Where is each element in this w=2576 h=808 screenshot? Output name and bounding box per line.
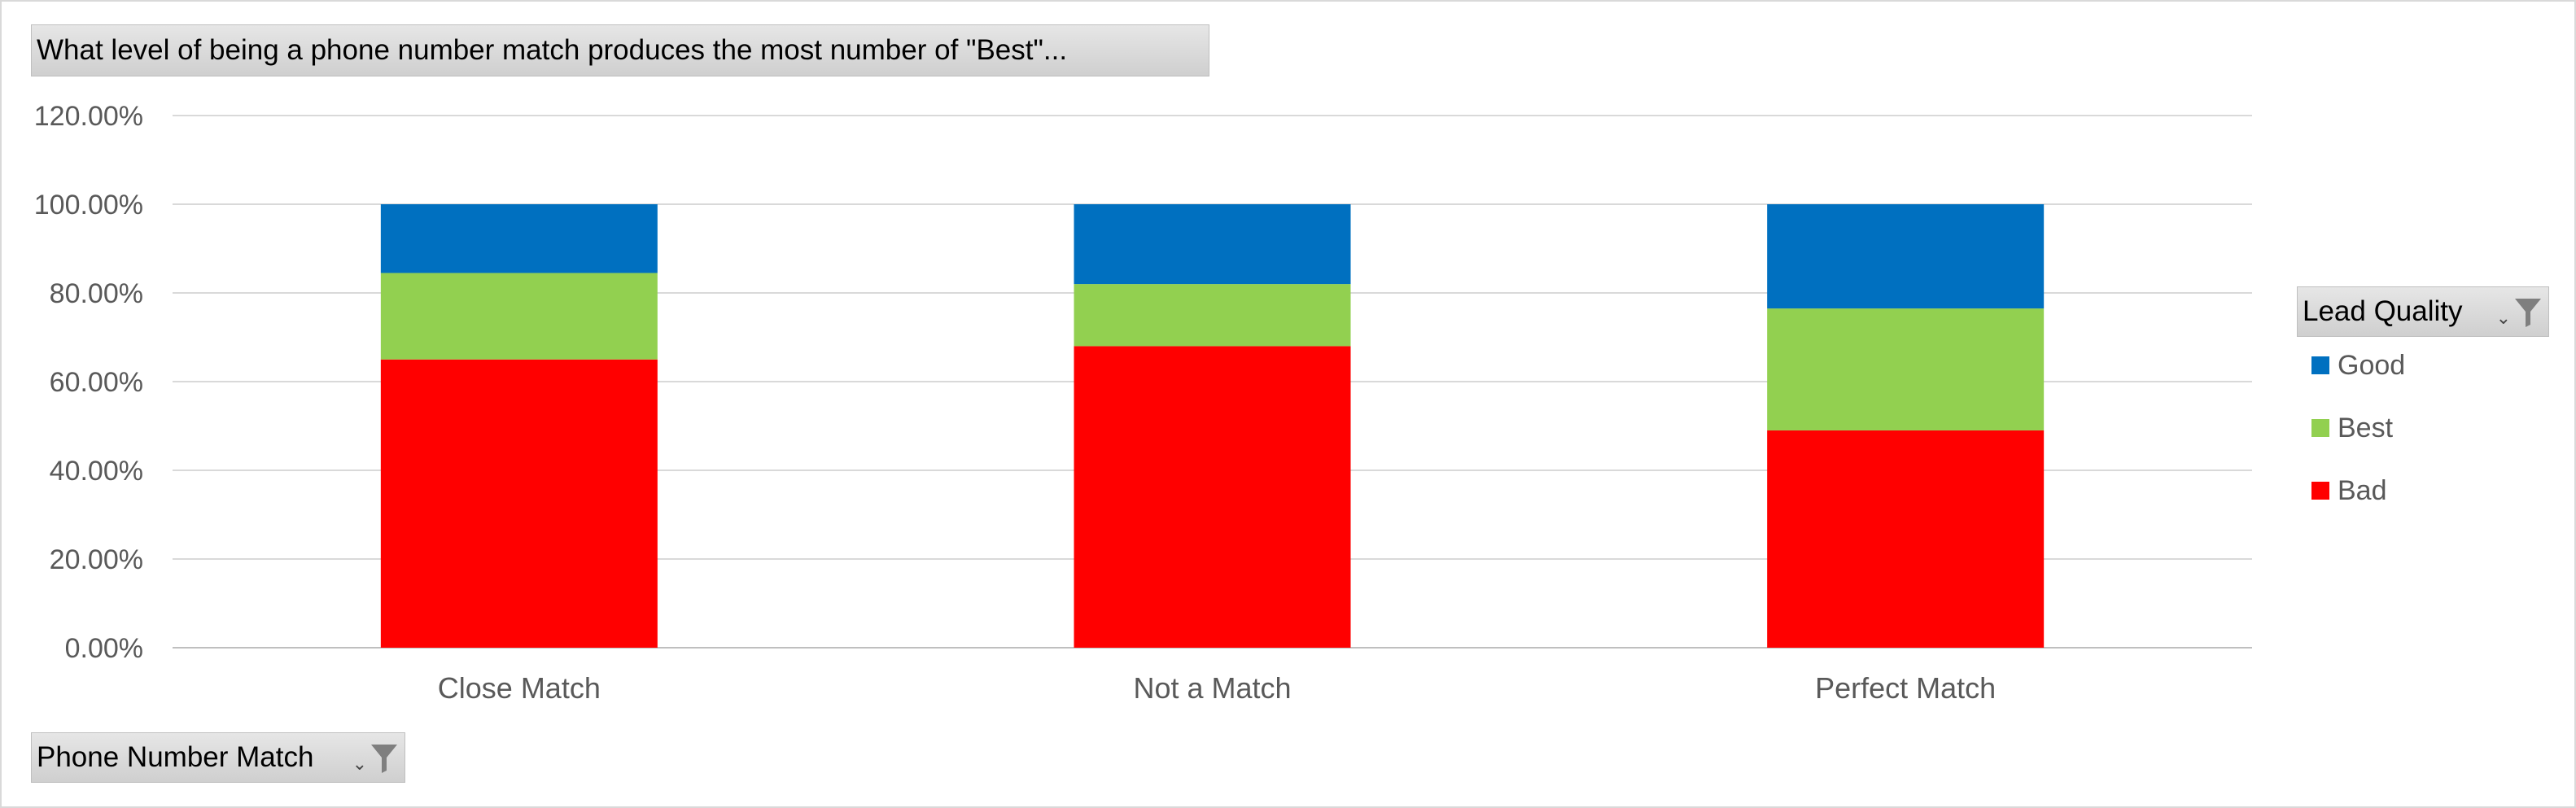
bar-segment-best-close-match[interactable] (380, 273, 658, 360)
legend-item-good[interactable]: Good (2311, 350, 2405, 381)
legend-item-best[interactable]: Best (2311, 413, 2405, 443)
y-tick-label: 60.00% (50, 367, 143, 398)
x-axis-categories: Close Match Not a Match Perfect Match (438, 671, 1996, 705)
chart-title-text: What level of being a phone number match… (37, 34, 1068, 66)
bar-segment-good-close-match[interactable] (380, 204, 658, 273)
y-tick-label: 120.00% (34, 101, 143, 132)
dropdown-caret-icon: ⌄ (352, 753, 367, 774)
y-axis-ticks: 0.00% 20.00% 40.00% 60.00% 80.00% 100.00% 120.… (34, 101, 143, 664)
legend-swatch (2311, 482, 2329, 500)
y-tick-label: 20.00% (50, 544, 143, 575)
legend-swatch (2311, 356, 2329, 374)
filter-funnel-icon (371, 745, 397, 773)
y-tick-label: 80.00% (50, 278, 143, 309)
axis-field-button[interactable]: Phone Number Match ⌄ (31, 732, 405, 783)
bar-segment-good-perfect-match[interactable] (1767, 204, 2045, 309)
legend-field-label: Lead Quality (2303, 295, 2463, 327)
dropdown-caret-icon: ⌄ (2495, 308, 2511, 328)
axis-field-label: Phone Number Match (37, 741, 314, 773)
legend-filter-button[interactable]: ⌄ (2495, 294, 2542, 331)
y-tick-label: 40.00% (50, 456, 143, 487)
filter-funnel-icon (2515, 299, 2541, 327)
x-category-label: Close Match (438, 671, 601, 705)
y-tick-label: 100.00% (34, 190, 143, 221)
chart-title: What level of being a phone number match… (31, 24, 1209, 76)
legend-swatch (2311, 419, 2329, 437)
bar-segment-best-perfect-match[interactable] (1767, 308, 2045, 430)
legend: Good Best Bad (2311, 350, 2405, 538)
bars (380, 204, 2045, 648)
legend-label: Best (2338, 412, 2394, 443)
x-category-label: Not a Match (1133, 671, 1291, 705)
legend-item-bad[interactable]: Bad (2311, 475, 2405, 506)
legend-label: Good (2338, 349, 2406, 381)
x-category-label: Perfect Match (1815, 671, 1996, 705)
y-tick-label: 0.00% (65, 633, 143, 664)
legend-label: Bad (2338, 474, 2387, 506)
legend-field-button[interactable]: Lead Quality ⌄ (2297, 286, 2549, 337)
bar-segment-bad-not-a-match[interactable] (1074, 346, 1351, 648)
bar-segment-bad-perfect-match[interactable] (1767, 430, 2045, 648)
bar-segment-good-not-a-match[interactable] (1074, 204, 1351, 285)
bar-segment-best-not-a-match[interactable] (1074, 284, 1351, 347)
axis-filter-button[interactable]: ⌄ (351, 740, 398, 777)
bar-segment-bad-close-match[interactable] (380, 359, 658, 648)
